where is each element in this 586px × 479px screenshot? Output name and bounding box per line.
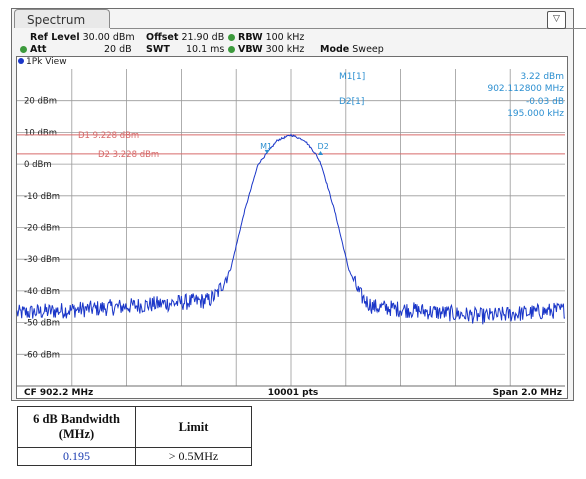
mode-label: Mode — [320, 44, 350, 55]
marker-m1-label: M1[1] — [339, 72, 365, 82]
att-label: Att — [30, 44, 47, 55]
bandwidth-value: 0.195 — [17, 447, 136, 466]
rbw-label: RBW — [238, 32, 263, 43]
y-tick-label: -10 dBm — [24, 192, 60, 202]
tab-divider — [110, 28, 586, 29]
display-line-d1-label: D1 9.228 dBm — [78, 131, 139, 141]
y-tick-label: 20 dBm — [24, 97, 57, 107]
span-label: Span 2.0 MHz — [493, 388, 562, 398]
limit-value: > 0.5MHz — [135, 447, 252, 466]
offset-setting: Offset 21.90 dB — [146, 32, 224, 43]
marker-d2-frequency: 195.000 kHz — [507, 109, 564, 119]
y-tick-label: -60 dBm — [24, 350, 60, 360]
y-tick-label: -40 dBm — [24, 287, 60, 297]
view-label: 1Pk View — [18, 57, 67, 67]
swt-label: SWT — [146, 44, 170, 55]
ref-level-setting: Ref Level 30.00 dBm — [30, 32, 135, 43]
bandwidth-header: 6 dB Bandwidth (MHz) — [17, 406, 136, 448]
rbw-indicator-icon — [228, 34, 235, 41]
marker-d2-tag: D2 — [318, 142, 329, 151]
marker-d2-label: D2[1] — [339, 97, 364, 107]
offset-label: Offset — [146, 32, 179, 43]
center-frequency-label: CF 902.2 MHz — [24, 388, 93, 398]
y-axis-ticks: 20 dBm 10 dBm 0 dBm -10 dBm -20 dBm -30 dBm -4… — [24, 97, 60, 361]
rbw-setting: RBW 100 kHz — [228, 32, 304, 43]
att-value: 20 dB — [104, 44, 132, 55]
y-tick-label: -20 dBm — [24, 224, 60, 234]
sweep-points-label: 10001 pts — [268, 388, 319, 398]
limit-header: Limit — [135, 406, 252, 448]
marker-m1-icon — [264, 149, 270, 154]
display-line-d2-label: D2 3.228 dBm — [98, 150, 159, 160]
att-indicator-icon — [20, 46, 27, 53]
bandwidth-result-table: 6 dB Bandwidth (MHz) Limit 0.195 > 0.5MH… — [17, 406, 252, 466]
vbw-value: 300 kHz — [265, 44, 305, 55]
marker-m1-tag: M1 — [260, 142, 272, 151]
vbw-label: VBW — [238, 44, 263, 55]
ref-level-label: Ref Level — [30, 32, 80, 43]
vbw-indicator-icon — [228, 46, 235, 53]
grid — [17, 69, 565, 386]
y-tick-label: -30 dBm — [24, 255, 60, 265]
tab-label: Spectrum — [27, 13, 86, 27]
marker-m1-level: 3.22 dBm — [520, 72, 564, 82]
swt-setting: SWT — [146, 44, 170, 55]
trace-indicator-icon — [18, 58, 24, 64]
marker-m1: M1 — [260, 142, 272, 154]
y-tick-label: -50 dBm — [24, 319, 60, 329]
tab-spectrum[interactable]: Spectrum — [14, 9, 110, 28]
offset-value: 21.90 dB — [181, 32, 225, 43]
spectrum-trace — [16, 133, 566, 325]
rbw-value: 100 kHz — [265, 32, 305, 43]
window-menu-icon[interactable]: ▽ — [547, 11, 566, 29]
vbw-setting: VBW 300 kHz — [228, 44, 304, 55]
marker-d2-icon — [318, 150, 324, 155]
mode-value: Sweep — [352, 44, 384, 55]
swt-value: 10.1 ms — [186, 44, 225, 55]
marker-d2-level: -0.03 dB — [526, 97, 564, 107]
view-label-text: 1Pk View — [26, 57, 67, 67]
mode-setting: Mode Sweep — [320, 44, 384, 55]
y-tick-label: 10 dBm — [24, 128, 57, 138]
ref-level-value: 30.00 dBm — [82, 32, 135, 43]
y-tick-label: 0 dBm — [24, 160, 52, 170]
marker-m1-frequency: 902.112800 MHz — [487, 84, 564, 94]
marker-d2: D2 — [318, 142, 329, 155]
att-setting: Att — [20, 44, 46, 55]
